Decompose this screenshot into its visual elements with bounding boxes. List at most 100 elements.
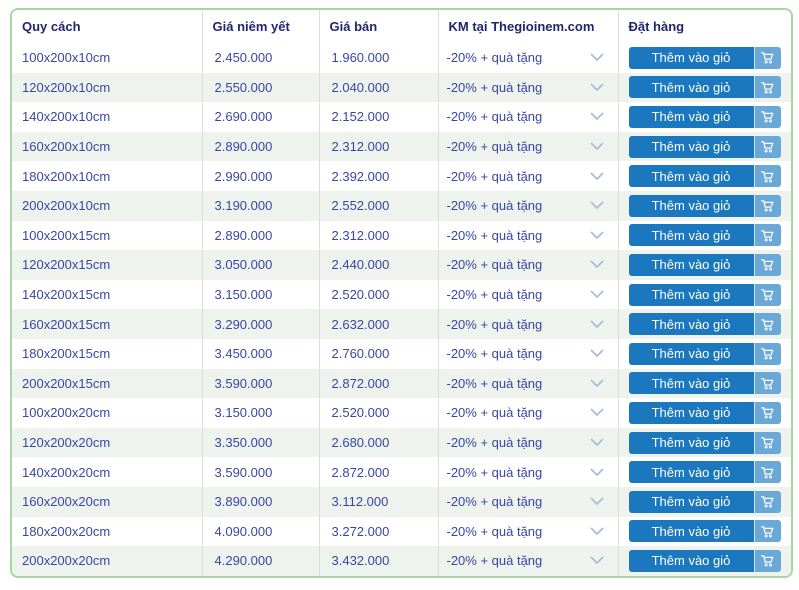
cart-icon[interactable]	[753, 372, 781, 395]
chevron-down-icon[interactable]	[590, 231, 604, 240]
chevron-down-icon[interactable]	[590, 556, 604, 565]
add-to-cart-button[interactable]: Thêm vào giỏ	[628, 283, 781, 306]
promo-label: -20% + quà tặng	[446, 523, 543, 539]
list-price-cell: 3.190.000	[201, 190, 319, 221]
promo-dropdown[interactable]: -20% + quà tặng	[439, 191, 618, 221]
chevron-down-icon[interactable]	[590, 290, 604, 299]
cart-icon[interactable]	[753, 194, 781, 217]
cart-icon[interactable]	[753, 401, 781, 424]
cart-icon[interactable]	[753, 342, 781, 365]
list-price-cell: 2.990.000	[201, 161, 319, 191]
cart-icon[interactable]	[753, 46, 781, 69]
sale-price-cell: 2.520.000	[318, 279, 438, 310]
chevron-down-icon[interactable]	[590, 320, 604, 329]
promo-dropdown[interactable]: -20% + quà tặng	[439, 398, 618, 428]
add-to-cart-label: Thêm vào giỏ	[628, 224, 754, 247]
promo-dropdown[interactable]: -20% + quà tặng	[439, 369, 618, 399]
chevron-down-icon[interactable]	[590, 142, 604, 151]
add-to-cart-button[interactable]: Thêm vào giỏ	[628, 194, 781, 217]
table-row: 160x200x15cm 3.290.000 2.632.000 -20% + …	[12, 309, 791, 339]
promo-dropdown[interactable]: -20% + quà tặng	[439, 457, 618, 487]
promo-dropdown[interactable]: -20% + quà tặng	[439, 339, 618, 369]
chevron-down-icon[interactable]	[590, 260, 604, 269]
chevron-down-icon[interactable]	[590, 83, 604, 92]
chevron-down-icon[interactable]	[590, 349, 604, 358]
chevron-down-icon[interactable]	[590, 497, 604, 506]
add-to-cart-button[interactable]: Thêm vào giỏ	[628, 313, 781, 336]
table-row: 100x200x15cm 2.890.000 2.312.000 -20% + …	[12, 220, 791, 251]
promo-dropdown[interactable]: -20% + quà tặng	[439, 73, 618, 103]
promo-dropdown[interactable]: -20% + quà tặng	[439, 161, 618, 191]
table-row: 100x200x10cm 2.450.000 1.960.000 -20% + …	[12, 43, 791, 73]
cart-icon[interactable]	[753, 313, 781, 336]
promo-dropdown[interactable]: -20% + quà tặng	[439, 102, 618, 132]
promo-dropdown[interactable]: -20% + quà tặng	[439, 280, 618, 310]
add-to-cart-button[interactable]: Thêm vào giỏ	[628, 165, 781, 188]
size-cell: 140x200x10cm	[22, 109, 111, 125]
list-price-cell: 4.290.000	[201, 546, 319, 576]
size-cell: 180x200x20cm	[22, 523, 111, 539]
sale-price-cell: 2.040.000	[318, 72, 438, 103]
chevron-down-icon[interactable]	[590, 408, 604, 417]
cart-icon[interactable]	[753, 520, 781, 543]
add-to-cart-label: Thêm vào giỏ	[628, 313, 754, 336]
chevron-down-icon[interactable]	[590, 527, 604, 536]
add-to-cart-button[interactable]: Thêm vào giỏ	[628, 490, 781, 513]
size-cell: 100x200x10cm	[22, 50, 111, 66]
add-to-cart-button[interactable]: Thêm vào giỏ	[628, 461, 781, 484]
promo-label: -20% + quà tặng	[446, 316, 543, 332]
promo-dropdown[interactable]: -20% + quà tặng	[439, 132, 618, 162]
chevron-down-icon[interactable]	[590, 172, 604, 181]
add-to-cart-button[interactable]: Thêm vào giỏ	[628, 520, 781, 543]
promo-dropdown[interactable]: -20% + quà tặng	[439, 487, 618, 517]
cart-icon[interactable]	[753, 165, 781, 188]
cart-icon[interactable]	[753, 105, 781, 128]
promo-dropdown[interactable]: -20% + quà tặng	[439, 250, 618, 280]
add-to-cart-button[interactable]: Thêm vào giỏ	[628, 46, 781, 69]
add-to-cart-button[interactable]: Thêm vào giỏ	[628, 401, 781, 424]
promo-label: -20% + quà tặng	[446, 464, 543, 480]
chevron-down-icon[interactable]	[590, 53, 604, 62]
cart-icon[interactable]	[753, 76, 781, 99]
promo-dropdown[interactable]: -20% + quà tặng	[439, 221, 618, 251]
cart-icon[interactable]	[753, 224, 781, 247]
cart-icon[interactable]	[753, 490, 781, 513]
list-price-cell: 2.690.000	[201, 102, 319, 132]
sale-price-cell: 2.392.000	[318, 161, 438, 191]
table-row: 180x200x20cm 4.090.000 3.272.000 -20% + …	[12, 516, 791, 547]
promo-label: -20% + quà tặng	[446, 346, 543, 362]
promo-dropdown[interactable]: -20% + quà tặng	[439, 428, 618, 458]
promo-label: -20% + quà tặng	[446, 168, 543, 184]
cart-icon[interactable]	[753, 283, 781, 306]
add-to-cart-button[interactable]: Thêm vào giỏ	[628, 76, 781, 99]
add-to-cart-button[interactable]: Thêm vào giỏ	[628, 135, 781, 158]
promo-dropdown[interactable]: -20% + quà tặng	[439, 43, 618, 73]
add-to-cart-button[interactable]: Thêm vào giỏ	[628, 342, 781, 365]
chevron-down-icon[interactable]	[590, 379, 604, 388]
add-to-cart-button[interactable]: Thêm vào giỏ	[628, 549, 781, 572]
cart-icon[interactable]	[753, 135, 781, 158]
sale-price-cell: 2.872.000	[318, 368, 438, 399]
table-row: 200x200x15cm 3.590.000 2.872.000 -20% + …	[12, 368, 791, 399]
add-to-cart-button[interactable]: Thêm vào giỏ	[628, 224, 781, 247]
cart-icon[interactable]	[753, 431, 781, 454]
chevron-down-icon[interactable]	[590, 112, 604, 121]
add-to-cart-button[interactable]: Thêm vào giỏ	[628, 372, 781, 395]
cart-icon[interactable]	[753, 549, 781, 572]
cart-icon[interactable]	[753, 253, 781, 276]
chevron-down-icon[interactable]	[590, 468, 604, 477]
promo-label: -20% + quà tặng	[446, 109, 543, 125]
table-row: 140x200x15cm 3.150.000 2.520.000 -20% + …	[12, 279, 791, 310]
chevron-down-icon[interactable]	[590, 201, 604, 210]
table-row: 120x200x10cm 2.550.000 2.040.000 -20% + …	[12, 72, 791, 103]
promo-dropdown[interactable]: -20% + quà tặng	[439, 546, 618, 576]
chevron-down-icon[interactable]	[590, 438, 604, 447]
size-cell: 200x200x15cm	[12, 368, 202, 399]
promo-dropdown[interactable]: -20% + quà tặng	[439, 517, 618, 547]
promo-dropdown[interactable]: -20% + quà tặng	[439, 309, 618, 339]
add-to-cart-button[interactable]: Thêm vào giỏ	[628, 105, 781, 128]
list-price-cell: 3.150.000	[201, 398, 319, 428]
cart-icon[interactable]	[753, 461, 781, 484]
add-to-cart-button[interactable]: Thêm vào giỏ	[628, 431, 781, 454]
add-to-cart-button[interactable]: Thêm vào giỏ	[628, 253, 781, 276]
